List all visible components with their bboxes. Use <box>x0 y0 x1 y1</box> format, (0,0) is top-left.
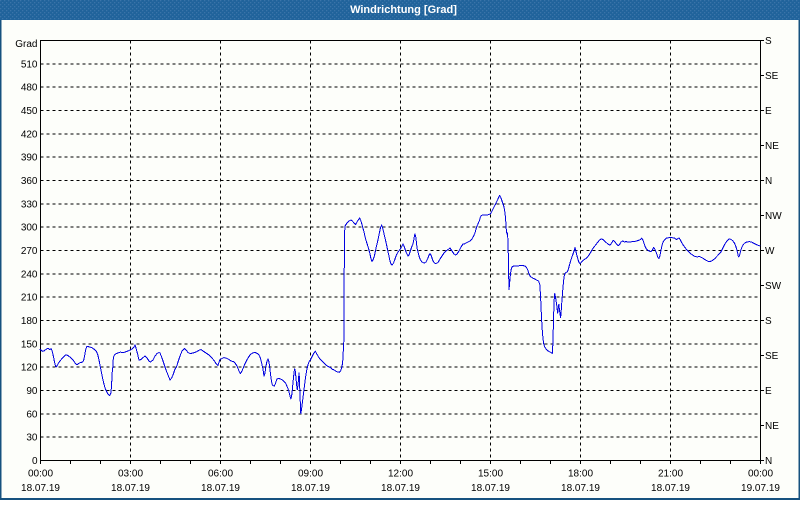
svg-text:300: 300 <box>21 223 38 234</box>
svg-text:18.07.19: 18.07.19 <box>381 483 420 494</box>
svg-text:NE: NE <box>765 421 779 432</box>
svg-text:510: 510 <box>21 59 38 70</box>
svg-text:Grad: Grad <box>15 39 37 50</box>
svg-text:00:00: 00:00 <box>28 469 53 480</box>
svg-text:18.07.19: 18.07.19 <box>561 483 600 494</box>
svg-text:E: E <box>765 106 772 117</box>
svg-text:240: 240 <box>21 269 38 280</box>
svg-text:0: 0 <box>32 456 38 467</box>
svg-text:12:00: 12:00 <box>388 469 413 480</box>
svg-text:60: 60 <box>26 409 38 420</box>
svg-text:90: 90 <box>26 386 38 397</box>
svg-text:360: 360 <box>21 176 38 187</box>
svg-text:150: 150 <box>21 339 38 350</box>
svg-text:15:00: 15:00 <box>478 469 503 480</box>
svg-text:420: 420 <box>21 129 38 140</box>
svg-text:SE: SE <box>765 71 779 82</box>
svg-text:180: 180 <box>21 316 38 327</box>
svg-text:18.07.19: 18.07.19 <box>291 483 330 494</box>
svg-text:N: N <box>765 456 772 467</box>
svg-text:Windrichtung [Grad]: Windrichtung [Grad] <box>350 4 457 16</box>
svg-text:09:00: 09:00 <box>298 469 323 480</box>
svg-text:390: 390 <box>21 153 38 164</box>
svg-text:18:00: 18:00 <box>568 469 593 480</box>
svg-text:S: S <box>765 316 772 327</box>
svg-text:270: 270 <box>21 246 38 257</box>
svg-text:450: 450 <box>21 106 38 117</box>
svg-text:00:00: 00:00 <box>748 469 773 480</box>
svg-text:30: 30 <box>26 433 38 444</box>
svg-text:18.07.19: 18.07.19 <box>651 483 690 494</box>
svg-text:21:00: 21:00 <box>658 469 683 480</box>
svg-text:06:00: 06:00 <box>208 469 233 480</box>
svg-text:19.07.19: 19.07.19 <box>741 483 780 494</box>
svg-text:SW: SW <box>765 281 782 292</box>
svg-text:SE: SE <box>765 351 779 362</box>
svg-text:210: 210 <box>21 293 38 304</box>
svg-text:18.07.19: 18.07.19 <box>21 483 60 494</box>
svg-text:S: S <box>765 36 772 47</box>
svg-text:NW: NW <box>765 211 782 222</box>
svg-text:W: W <box>765 246 775 257</box>
svg-text:NE: NE <box>765 141 779 152</box>
svg-text:E: E <box>765 386 772 397</box>
svg-text:480: 480 <box>21 83 38 94</box>
svg-text:18.07.19: 18.07.19 <box>201 483 240 494</box>
svg-text:N: N <box>765 176 772 187</box>
svg-text:18.07.19: 18.07.19 <box>111 483 150 494</box>
svg-text:03:00: 03:00 <box>118 469 143 480</box>
svg-text:18.07.19: 18.07.19 <box>471 483 510 494</box>
svg-text:330: 330 <box>21 199 38 210</box>
svg-text:120: 120 <box>21 363 38 374</box>
